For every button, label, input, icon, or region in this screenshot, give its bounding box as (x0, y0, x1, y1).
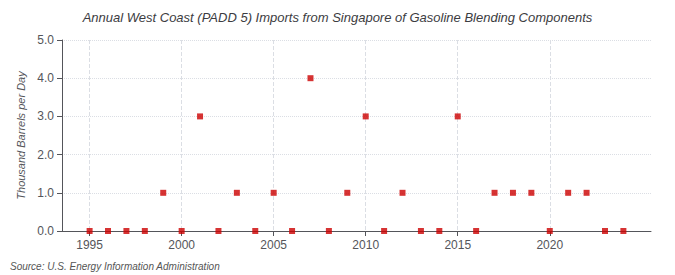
svg-text:0.0: 0.0 (37, 224, 54, 238)
svg-text:2020: 2020 (536, 238, 563, 252)
svg-text:4.0: 4.0 (37, 71, 54, 85)
svg-text:2015: 2015 (444, 238, 471, 252)
svg-text:2010: 2010 (352, 238, 379, 252)
svg-text:Source: U.S. Energy Informatio: Source: U.S. Energy Information Administ… (10, 261, 220, 272)
svg-text:1995: 1995 (76, 238, 103, 252)
svg-text:5.0: 5.0 (37, 33, 54, 47)
svg-text:2.0: 2.0 (37, 148, 54, 162)
svg-text:2005: 2005 (260, 238, 287, 252)
svg-text:Annual West Coast (PADD 5) Imp: Annual West Coast (PADD 5) Imports from … (82, 10, 593, 25)
svg-text:2000: 2000 (168, 238, 195, 252)
svg-text:3.0: 3.0 (37, 109, 54, 123)
svg-text:Thousand Barrels per Day: Thousand Barrels per Day (15, 70, 27, 200)
svg-text:1.0: 1.0 (37, 186, 54, 200)
